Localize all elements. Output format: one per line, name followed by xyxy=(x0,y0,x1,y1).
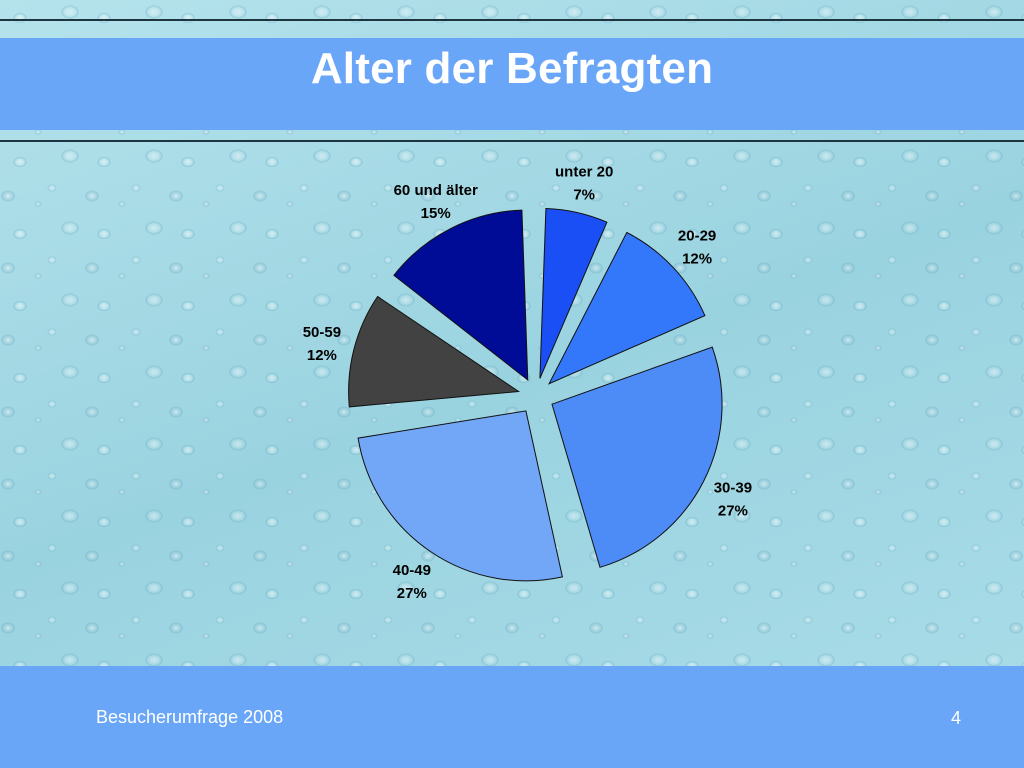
slice-label-3: 30-39 xyxy=(714,479,752,496)
footer-caption: Besucherumfrage 2008 xyxy=(96,707,284,727)
slide-title: Alter der Befragten xyxy=(310,44,714,93)
slice-percent-4: 27% xyxy=(397,585,427,602)
slice-percent-6: 15% xyxy=(421,205,451,222)
slice-percent-5: 12% xyxy=(307,347,337,364)
slice-label-1: unter 20 xyxy=(555,163,613,180)
top-rule xyxy=(0,19,1024,21)
pie-slice-2 xyxy=(548,231,706,385)
pie-slice-5 xyxy=(348,295,521,408)
slice-percent-2: 12% xyxy=(682,251,712,268)
slide-number: 4 xyxy=(950,708,961,728)
slice-label-6: 60 und älter xyxy=(394,182,478,199)
slice-percent-3: 27% xyxy=(718,502,748,519)
pie-slice-4 xyxy=(357,410,563,582)
footer-band xyxy=(0,666,1024,768)
slice-label-5: 50-59 xyxy=(303,324,341,341)
slice-label-2: 20-29 xyxy=(678,228,716,245)
pie-slice-3 xyxy=(551,346,723,568)
pie-slice-1 xyxy=(539,207,608,379)
title-rule xyxy=(0,140,1024,142)
slice-percent-1: 7% xyxy=(573,186,595,203)
slice-label-4: 40-49 xyxy=(393,562,431,579)
pie-slice-6 xyxy=(393,209,529,382)
title-band xyxy=(0,38,1024,130)
